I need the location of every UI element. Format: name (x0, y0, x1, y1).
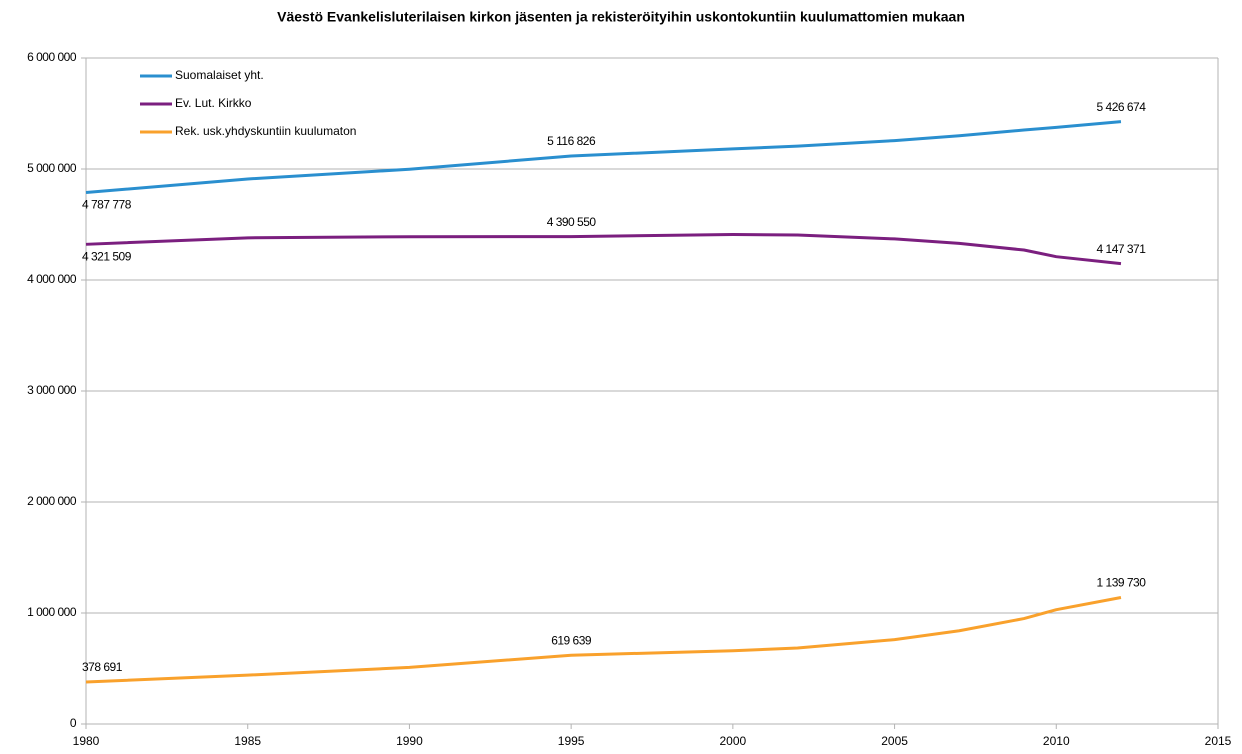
data-label: 5 116 826 (547, 134, 596, 148)
chart-title: Väestö Evankelisluterilaisen kirkon jäse… (277, 9, 965, 25)
data-label: 5 426 674 (1097, 100, 1147, 114)
data-label: 4 787 778 (82, 198, 132, 212)
data-label: 378 691 (82, 660, 123, 674)
y-tick-label: 3 000 000 (27, 383, 77, 397)
legend-label: Suomalaiset yht. (175, 68, 264, 82)
data-label: 4 321 509 (82, 249, 132, 263)
x-tick-label: 2010 (1043, 734, 1070, 748)
y-tick-label: 2 000 000 (27, 494, 77, 508)
x-tick-label: 1980 (73, 734, 100, 748)
y-tick-label: 6 000 000 (27, 50, 77, 64)
series-line (85, 120, 1122, 195)
data-label: 1 139 730 (1097, 576, 1147, 590)
data-label: 4 147 371 (1097, 242, 1147, 256)
x-tick-label: 1990 (396, 734, 423, 748)
x-tick-label: 1985 (234, 734, 261, 748)
x-tick-label: 1995 (558, 734, 585, 748)
y-tick-label: 5 000 000 (27, 161, 77, 175)
legend-label: Ev. Lut. Kirkko (175, 96, 252, 110)
data-label: 4 390 550 (547, 215, 597, 229)
y-tick-label: 0 (70, 716, 77, 730)
y-tick-label: 1 000 000 (27, 605, 77, 619)
x-tick-label: 2005 (881, 734, 908, 748)
data-label: 619 639 (551, 633, 592, 647)
series-line (85, 596, 1122, 684)
y-tick-label: 4 000 000 (27, 272, 77, 286)
x-tick-label: 2015 (1205, 734, 1232, 748)
series-line (85, 232, 1122, 266)
x-tick-label: 2000 (720, 734, 747, 748)
legend-label: Rek. usk.yhdyskuntiin kuulumaton (175, 124, 356, 138)
